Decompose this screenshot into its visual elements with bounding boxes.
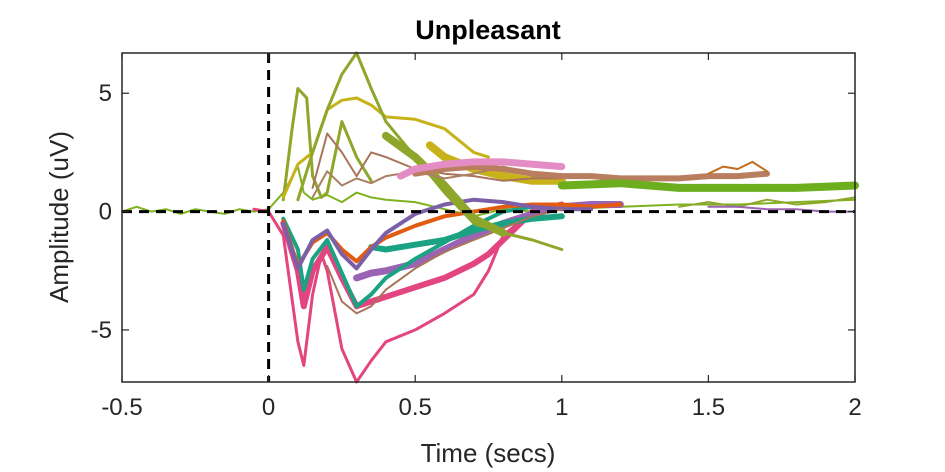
x-tick-label: 0 [262,394,275,421]
y-axis-ticks: -5 0 5 [91,80,855,344]
series-line-11 [281,96,490,199]
reference-lines [122,53,855,382]
chart-title: Unpleasant [415,15,561,45]
x-tick-label: 2 [848,394,861,421]
series-line-15 [311,132,563,189]
y-tick-label: -5 [91,317,112,344]
y-axis-label: Amplitude (uV) [44,131,74,303]
plot-area: -0.5 0 0.5 1 1.5 2 -5 0 5 [91,51,862,421]
x-tick-label: 1.5 [692,394,725,421]
series-line-10 [281,87,373,202]
series-line-2 [252,207,534,384]
x-tick-label: 0.5 [399,394,432,421]
y-tick-label: 5 [99,80,112,107]
x-tick-label: 1 [555,394,568,421]
series-line-22 [707,205,856,213]
series-line-6 [368,213,565,253]
y-tick-label: 0 [99,199,112,226]
x-axis-ticks: -0.5 0 0.5 1 1.5 2 [101,53,862,421]
series-line-14 [381,131,508,237]
series-line-7 [281,202,623,268]
series-layer [121,51,859,384]
series-line-8 [281,197,594,271]
series-line-17 [412,163,770,182]
plot-frame [121,52,856,383]
series-line-12 [425,141,566,185]
series-line-19 [397,158,566,180]
series-line-5 [281,204,535,309]
series-line-18 [707,160,768,175]
x-axis-label: Time (secs) [421,438,556,468]
series-line-21 [678,196,856,208]
x-tick-label: -0.5 [101,394,142,421]
series-line-20 [557,179,859,192]
series-line-9 [326,208,563,315]
